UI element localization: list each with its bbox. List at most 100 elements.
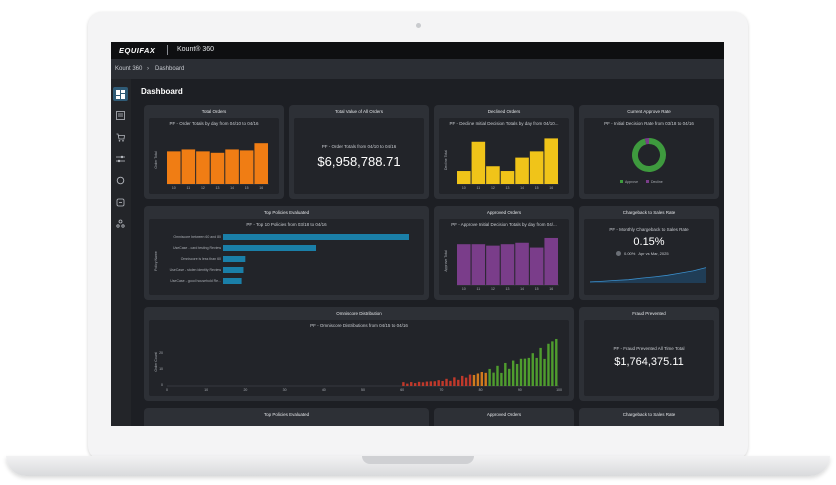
- card-approved-orders[interactable]: Approved Orders PF - Approve Initial Dec…: [434, 206, 574, 300]
- histogram-bar[interactable]: [519, 358, 523, 386]
- histogram-bar[interactable]: [547, 343, 550, 386]
- bar[interactable]: [181, 149, 196, 184]
- histogram-bar[interactable]: [457, 379, 460, 386]
- histogram-bar[interactable]: [500, 372, 503, 386]
- card-top-policies-2[interactable]: Top Policies Evaluated: [144, 408, 429, 426]
- sidebar-item-policies[interactable]: [113, 152, 128, 166]
- histogram-bar[interactable]: [527, 357, 531, 386]
- histogram-bar[interactable]: [555, 338, 558, 386]
- bar[interactable]: [457, 244, 471, 285]
- histogram-bar[interactable]: [417, 381, 421, 386]
- histogram-bar[interactable]: [429, 381, 433, 386]
- equifax-logo[interactable]: EQUIFAX: [119, 46, 156, 55]
- histogram-bar[interactable]: [445, 378, 448, 386]
- bar[interactable]: [544, 138, 558, 184]
- bar[interactable]: [254, 143, 268, 184]
- bar[interactable]: [223, 234, 409, 240]
- laptop-base: [6, 456, 830, 476]
- x-tick-label: 40: [322, 388, 326, 392]
- histogram-bar[interactable]: [523, 358, 527, 386]
- bar[interactable]: [210, 152, 225, 184]
- sidebar-item-users[interactable]: [113, 216, 128, 230]
- histogram-bar[interactable]: [464, 377, 468, 386]
- histogram-bar[interactable]: [488, 368, 491, 386]
- histogram-bar[interactable]: [535, 357, 538, 386]
- bar[interactable]: [500, 244, 515, 285]
- sidebar-item-orders[interactable]: [113, 108, 128, 122]
- histogram-bar[interactable]: [437, 380, 440, 386]
- bar[interactable]: [239, 150, 254, 184]
- histogram-bar[interactable]: [421, 382, 425, 386]
- card-chargeback[interactable]: Chargeback to Sales Rate PF - Monthly Ch…: [579, 206, 719, 300]
- histogram-bar[interactable]: [433, 381, 436, 386]
- histogram-bar[interactable]: [539, 347, 542, 386]
- value-panel: PF - Fraud Prevented All Time Total $1,7…: [584, 320, 714, 396]
- histogram-bar[interactable]: [480, 372, 483, 386]
- delta-icon: [616, 251, 621, 256]
- histogram-bar[interactable]: [402, 382, 405, 386]
- bar[interactable]: [471, 244, 486, 285]
- card-total-value[interactable]: Total Value of All Orders PF - Order Tot…: [289, 105, 429, 199]
- histogram-bar[interactable]: [492, 372, 495, 386]
- histogram-bar[interactable]: [410, 382, 413, 386]
- histogram-bar[interactable]: [515, 363, 519, 386]
- bar[interactable]: [529, 247, 544, 285]
- bar[interactable]: [486, 245, 500, 285]
- histogram-bar[interactable]: [413, 383, 417, 386]
- bar[interactable]: [223, 278, 242, 284]
- card-top-policies[interactable]: Top Policies Evaluated PF - Top 10 Polic…: [144, 206, 429, 300]
- card-declined-orders[interactable]: Declined Orders PF - Decline Initial Dec…: [434, 105, 574, 199]
- histogram-bar[interactable]: [472, 374, 476, 386]
- sidebar-item-dashboard[interactable]: [113, 87, 128, 101]
- x-tick-label: 16: [549, 287, 553, 291]
- donut-slice[interactable]: [632, 138, 666, 172]
- bar[interactable]: [515, 242, 529, 285]
- histogram-bar[interactable]: [508, 368, 511, 386]
- x-tick-label: 15: [245, 186, 249, 190]
- bar[interactable]: [515, 157, 529, 184]
- bar[interactable]: [223, 267, 244, 273]
- histogram-bar[interactable]: [453, 377, 456, 386]
- histogram-bar[interactable]: [496, 365, 499, 386]
- histogram-bar[interactable]: [484, 372, 487, 386]
- histogram-bar[interactable]: [531, 353, 534, 386]
- series-line[interactable]: [589, 267, 707, 283]
- histogram-bar[interactable]: [504, 362, 507, 386]
- bar[interactable]: [196, 151, 210, 184]
- sidebar-item-cart[interactable]: [113, 130, 128, 144]
- histogram-bar[interactable]: [468, 374, 472, 386]
- card-approved-orders-2[interactable]: Approved Orders: [434, 408, 574, 426]
- bar[interactable]: [223, 245, 316, 251]
- bar[interactable]: [529, 151, 544, 184]
- histogram-bar[interactable]: [461, 375, 464, 386]
- histogram-bar[interactable]: [449, 380, 452, 386]
- histogram-bar[interactable]: [406, 383, 409, 386]
- bar[interactable]: [167, 151, 181, 184]
- chart-subtitle: PF - Top 10 Policies from 03/18 to 04/16: [246, 222, 327, 227]
- bar[interactable]: [223, 256, 246, 262]
- histogram-bar[interactable]: [441, 380, 444, 386]
- x-tick-label: 12: [491, 287, 495, 291]
- sidebar: [111, 79, 131, 426]
- bar[interactable]: [225, 149, 239, 184]
- card-chargeback-2[interactable]: Chargeback to Sales Rate: [579, 408, 719, 426]
- chart-subtitle: PF - Initial Decision Rate from 03/18 to…: [604, 121, 694, 126]
- sidebar-item-rules[interactable]: [113, 195, 128, 209]
- histogram-bar[interactable]: [543, 358, 546, 386]
- histogram-bar[interactable]: [551, 341, 554, 386]
- x-tick-label: 16: [549, 186, 553, 190]
- histogram-bar[interactable]: [511, 360, 515, 386]
- sidebar-item-refresh[interactable]: [113, 173, 128, 187]
- bar[interactable]: [457, 171, 471, 184]
- histogram-bar[interactable]: [425, 381, 429, 386]
- card-omniscore[interactable]: Omniscore Distribution PF - Omniscore Di…: [144, 307, 574, 401]
- bar[interactable]: [500, 171, 515, 184]
- card-approve-rate[interactable]: Current Approve Rate PF - Initial Decisi…: [579, 105, 719, 199]
- bar[interactable]: [471, 141, 486, 184]
- bar[interactable]: [544, 237, 558, 285]
- card-total-orders[interactable]: Total Orders PF - Order Totals by day fr…: [144, 105, 284, 199]
- bar[interactable]: [486, 166, 500, 184]
- histogram-bar[interactable]: [476, 373, 480, 386]
- breadcrumb-home-link[interactable]: Kount 360: [115, 66, 143, 72]
- card-fraud-prevented[interactable]: Fraud Prevented PF - Fraud Prevented All…: [579, 307, 719, 401]
